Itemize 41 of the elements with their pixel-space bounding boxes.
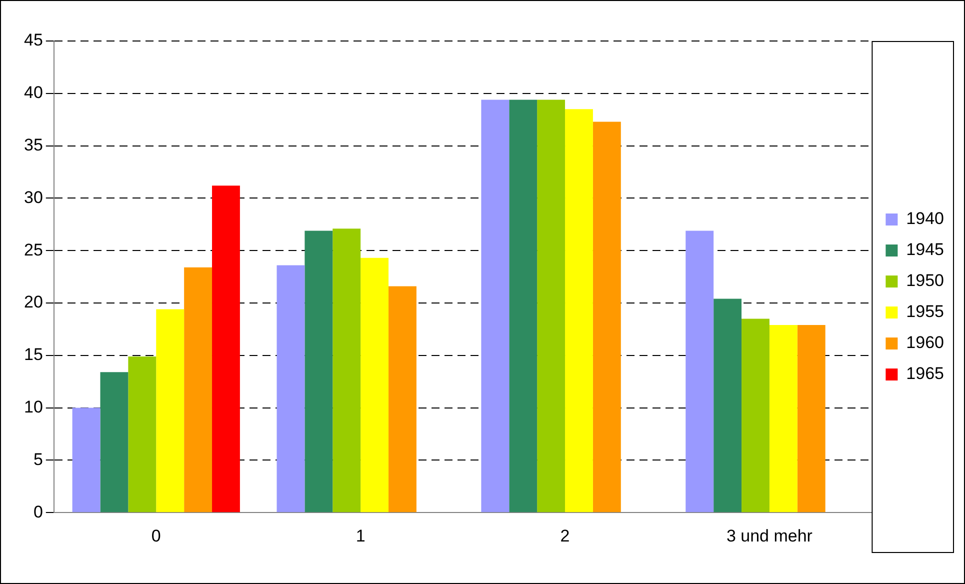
bar (184, 267, 212, 512)
y-tick-label: 15 (24, 345, 43, 364)
bar (481, 100, 510, 512)
bar (509, 100, 538, 512)
bar (388, 286, 416, 512)
legend-label: 1955 (906, 302, 944, 322)
bar (769, 325, 798, 512)
y-tick-label: 30 (24, 188, 43, 207)
y-tick-label: 0 (33, 502, 43, 522)
legend-label: 1950 (906, 271, 944, 290)
bar (686, 230, 714, 512)
x-tick-label: 3 und mehr (726, 526, 813, 546)
bar (332, 228, 361, 512)
legend-label: 1960 (906, 333, 944, 352)
x-tick-label: 2 (560, 526, 570, 546)
legend-label: 1945 (906, 240, 944, 260)
bar (128, 356, 156, 512)
bar (156, 309, 184, 512)
bar (592, 122, 621, 512)
bar (72, 408, 100, 512)
bar (537, 100, 566, 512)
y-tick-label: 10 (24, 397, 43, 416)
x-tick-label: 1 (356, 526, 366, 546)
bar (276, 265, 305, 512)
bar (565, 109, 593, 512)
y-tick-label: 5 (33, 450, 43, 469)
bar (212, 186, 240, 512)
y-tick-label: 35 (24, 135, 43, 154)
bar (797, 325, 826, 512)
y-tick-label: 25 (24, 240, 43, 260)
y-tick-label: 20 (24, 292, 43, 312)
y-tick-label: 45 (24, 30, 43, 50)
bar (742, 318, 770, 512)
x-tick-label: 0 (151, 526, 161, 546)
legend-label: 1965 (906, 364, 944, 384)
bar (714, 298, 742, 512)
bar (304, 230, 333, 512)
legend-label: 1940 (906, 209, 944, 228)
bar (100, 372, 128, 512)
y-tick-label: 40 (24, 83, 43, 102)
bar (360, 258, 389, 512)
